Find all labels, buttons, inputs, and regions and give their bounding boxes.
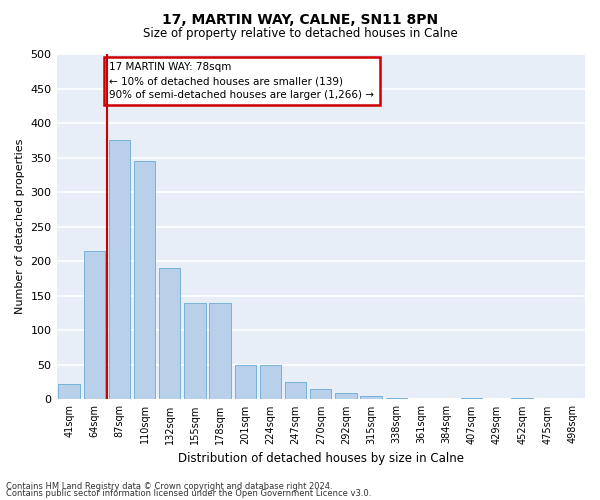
Bar (83, 251, 105, 400)
Bar (285, 382, 307, 400)
Bar (260, 365, 281, 400)
Bar (486, 398, 508, 400)
Bar (461, 398, 482, 400)
Bar (235, 365, 256, 400)
Bar (134, 161, 155, 400)
Y-axis label: Number of detached properties: Number of detached properties (15, 139, 25, 314)
Bar (562, 398, 583, 400)
Bar (109, 140, 130, 400)
Text: Size of property relative to detached houses in Calne: Size of property relative to detached ho… (143, 28, 457, 40)
Text: 17, MARTIN WAY, CALNE, SN11 8PN: 17, MARTIN WAY, CALNE, SN11 8PN (162, 12, 438, 26)
Bar (58, 384, 80, 400)
X-axis label: Distribution of detached houses by size in Calne: Distribution of detached houses by size … (178, 452, 464, 465)
Bar (511, 398, 533, 400)
Bar (184, 302, 206, 400)
Bar (310, 389, 331, 400)
Bar (159, 268, 181, 400)
Bar (361, 396, 382, 400)
Bar (335, 392, 356, 400)
Text: Contains HM Land Registry data © Crown copyright and database right 2024.: Contains HM Land Registry data © Crown c… (6, 482, 332, 491)
Bar (386, 398, 407, 400)
Bar (209, 302, 231, 400)
Bar (436, 398, 457, 400)
Text: Contains public sector information licensed under the Open Government Licence v3: Contains public sector information licen… (6, 489, 371, 498)
Bar (536, 398, 558, 400)
Text: 17 MARTIN WAY: 78sqm
← 10% of detached houses are smaller (139)
90% of semi-deta: 17 MARTIN WAY: 78sqm ← 10% of detached h… (109, 62, 374, 100)
Bar (411, 398, 432, 400)
